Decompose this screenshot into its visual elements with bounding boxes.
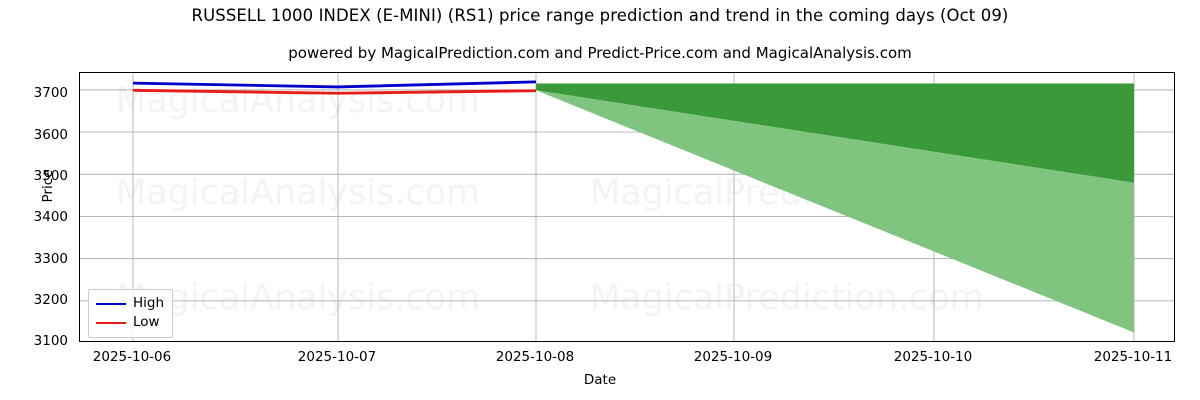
x-tick-label: 2025-10-08 [495,349,575,365]
y-tick-label: 3200 [33,292,68,308]
legend-item-low: Low [96,313,164,332]
y-tick-label: 3100 [33,333,68,349]
legend-item-high: High [96,294,164,313]
y-tick-label: 3400 [33,209,68,225]
chart-canvas [80,73,1174,341]
y-axis-label: Price [40,169,56,203]
chart-subtitle: powered by MagicalPrediction.com and Pre… [288,44,912,62]
y-tick-label: 3500 [33,168,68,184]
x-tick-label: 2025-10-06 [92,349,172,365]
chart-legend[interactable]: High Low [88,289,174,338]
legend-label-low: Low [133,314,160,330]
x-tick-label: 2025-10-09 [693,349,773,365]
x-tick-label: 2025-10-11 [1093,349,1173,365]
x-tick-label: 2025-10-07 [297,349,377,365]
y-tick-label: 3700 [33,85,68,101]
legend-swatch-low [96,321,126,324]
y-tick-label: 3600 [33,127,68,143]
legend-label-high: High [133,295,165,311]
y-tick-label: 3300 [33,251,68,267]
chart-title: RUSSELL 1000 INDEX (E-MINI) (RS1) price … [191,6,1009,25]
plot-area: MagicalAnalysis.com MagicalPrediction.co… [79,72,1175,342]
legend-swatch-high [96,302,126,305]
x-axis-label: Date [583,372,617,388]
x-tick-label: 2025-10-10 [893,349,973,365]
